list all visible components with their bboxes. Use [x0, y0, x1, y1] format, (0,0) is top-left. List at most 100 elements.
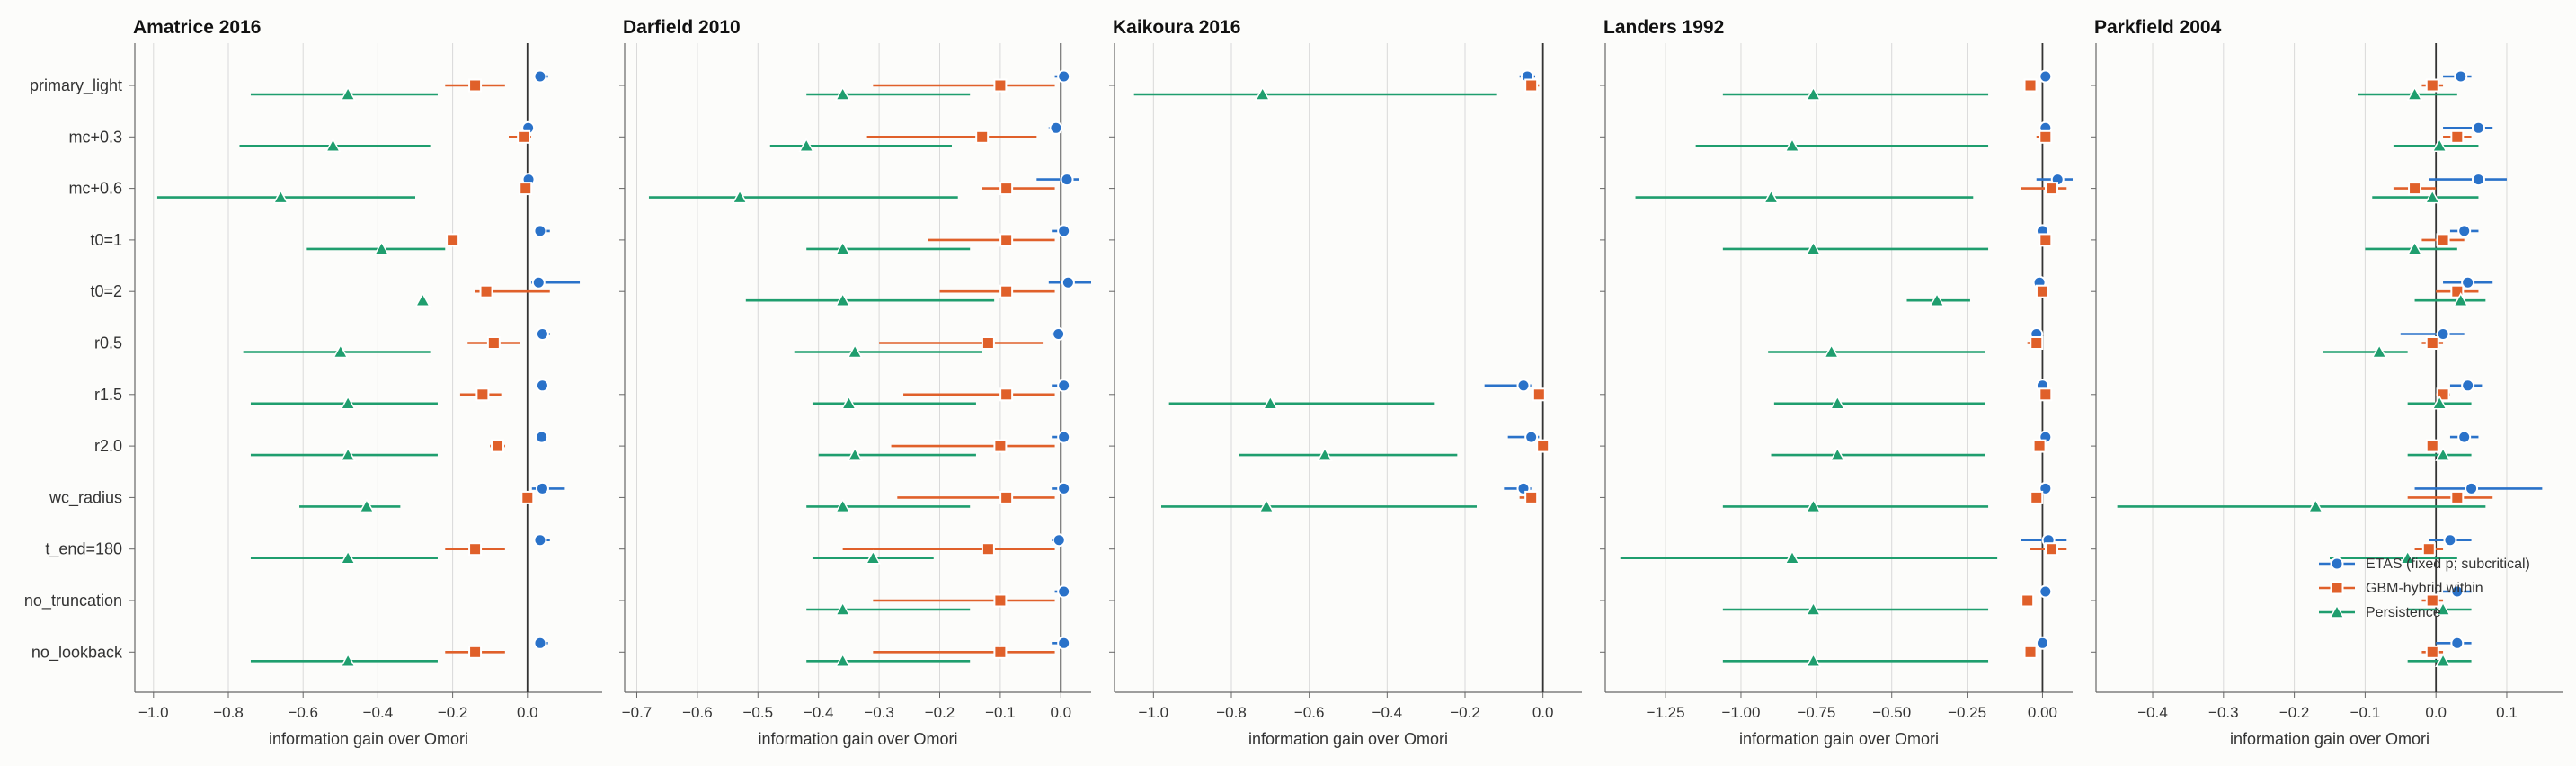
data-point [340, 85, 356, 101]
data-point [1057, 69, 1071, 84]
data-point [834, 498, 851, 513]
data-point [468, 645, 483, 659]
data-point [999, 182, 1014, 196]
data-point [993, 645, 1008, 659]
data-point [999, 490, 1014, 504]
data-point [1052, 327, 1066, 341]
x-tick-label: −0.4 [2137, 704, 2168, 721]
panel-title: Kaikoura 2016 [1113, 17, 1240, 38]
row-label: t0=1 [90, 231, 122, 249]
data-point [2045, 542, 2059, 557]
data-point [1823, 343, 1840, 359]
data-point [2045, 182, 2059, 196]
legend-label: ETAS (fixed p; subcritical) [2366, 557, 2530, 572]
data-point [2035, 636, 2049, 650]
data-point [2039, 387, 2053, 402]
data-point [1805, 498, 1822, 513]
data-point [535, 379, 549, 393]
data-point [2406, 240, 2423, 255]
panel-title: Amatrice 2016 [133, 17, 261, 38]
data-point [2425, 645, 2439, 659]
data-point [2039, 584, 2053, 599]
data-point [2424, 189, 2441, 204]
row-label: t0=2 [90, 282, 122, 300]
data-point [1052, 533, 1066, 548]
data-point [359, 498, 375, 513]
panel-parkfield-2004: −0.4 −0.3 −0.2 −0.1 0.0 0.1 Parkfield 2004 info… [2091, 17, 2563, 748]
data-point [2465, 481, 2479, 495]
data-point [1057, 224, 1071, 238]
data-point [2408, 182, 2422, 196]
data-point [1532, 387, 1546, 402]
data-point [834, 653, 851, 668]
data-point [1805, 85, 1822, 101]
data-point [2023, 78, 2038, 93]
data-point [272, 189, 289, 204]
data-point [2431, 138, 2447, 153]
legend-label: Persistence [2366, 605, 2441, 620]
data-point [1805, 601, 1822, 616]
data-point [2457, 224, 2472, 238]
data-point [1784, 549, 1800, 565]
data-point [1057, 584, 1071, 599]
data-point [2471, 120, 2485, 135]
data-point [535, 430, 549, 444]
data-point [517, 129, 531, 144]
data-point [1317, 447, 1333, 461]
x-axis-label: information gain over Omori [2230, 730, 2429, 748]
x-tick-label: −0.8 [1216, 704, 1247, 721]
legend-marker [2330, 557, 2344, 571]
x-tick-label: −0.50 [1872, 704, 1911, 721]
data-point [1258, 498, 1275, 513]
data-point [535, 327, 549, 341]
x-tick-label: −0.4 [804, 704, 834, 721]
x-tick-label: −0.2 [925, 704, 955, 721]
data-point [1784, 138, 1800, 153]
data-point [1254, 85, 1271, 101]
data-point [531, 275, 546, 289]
data-point [2425, 439, 2439, 453]
data-point [2435, 601, 2451, 616]
data-point [1536, 439, 1550, 453]
data-point [2425, 336, 2439, 350]
data-point [2450, 584, 2465, 599]
data-point [2436, 327, 2450, 341]
data-point [993, 78, 1008, 93]
x-tick-label: −0.6 [288, 704, 318, 721]
data-point [2425, 78, 2439, 93]
x-tick-label: −0.75 [1797, 704, 1835, 721]
data-point [1262, 395, 1279, 410]
row-label: no_truncation [24, 592, 122, 610]
x-tick-label: 0.0 [517, 704, 538, 721]
data-point [2443, 533, 2457, 548]
legend-marker [2329, 603, 2345, 619]
row-label: mc+0.6 [68, 180, 122, 198]
x-tick-label: −0.7 [622, 704, 653, 721]
row-label: r1.5 [94, 386, 122, 404]
row-label: mc+0.3 [68, 128, 122, 146]
panel-title: Darfield 2010 [623, 17, 741, 38]
panel-darfield-2010: −0.7 −0.6 −0.5 −0.4 −0.3 −0.2 −0.1 0.0 Darfield … [619, 17, 1091, 748]
data-point [1805, 653, 1822, 668]
data-point [486, 336, 501, 350]
data-point [847, 343, 863, 359]
x-tick-label: −0.1 [985, 704, 1016, 721]
data-point [333, 343, 349, 359]
x-tick-label: −0.2 [438, 704, 468, 721]
data-point [798, 138, 814, 153]
x-tick-label: −0.3 [864, 704, 894, 721]
data-point [2435, 447, 2451, 461]
data-point [324, 138, 342, 153]
data-point [2461, 379, 2475, 393]
x-tick-label: 0.0 [1050, 704, 1071, 721]
x-tick-label: −0.3 [2208, 704, 2239, 721]
data-point [2452, 292, 2469, 307]
data-point [834, 601, 851, 616]
x-tick-label: −0.6 [682, 704, 713, 721]
data-point [533, 69, 547, 84]
data-point [414, 292, 431, 307]
legend-marker [2330, 581, 2344, 595]
row-label: wc_radius [49, 488, 122, 507]
data-point [1057, 636, 1071, 650]
